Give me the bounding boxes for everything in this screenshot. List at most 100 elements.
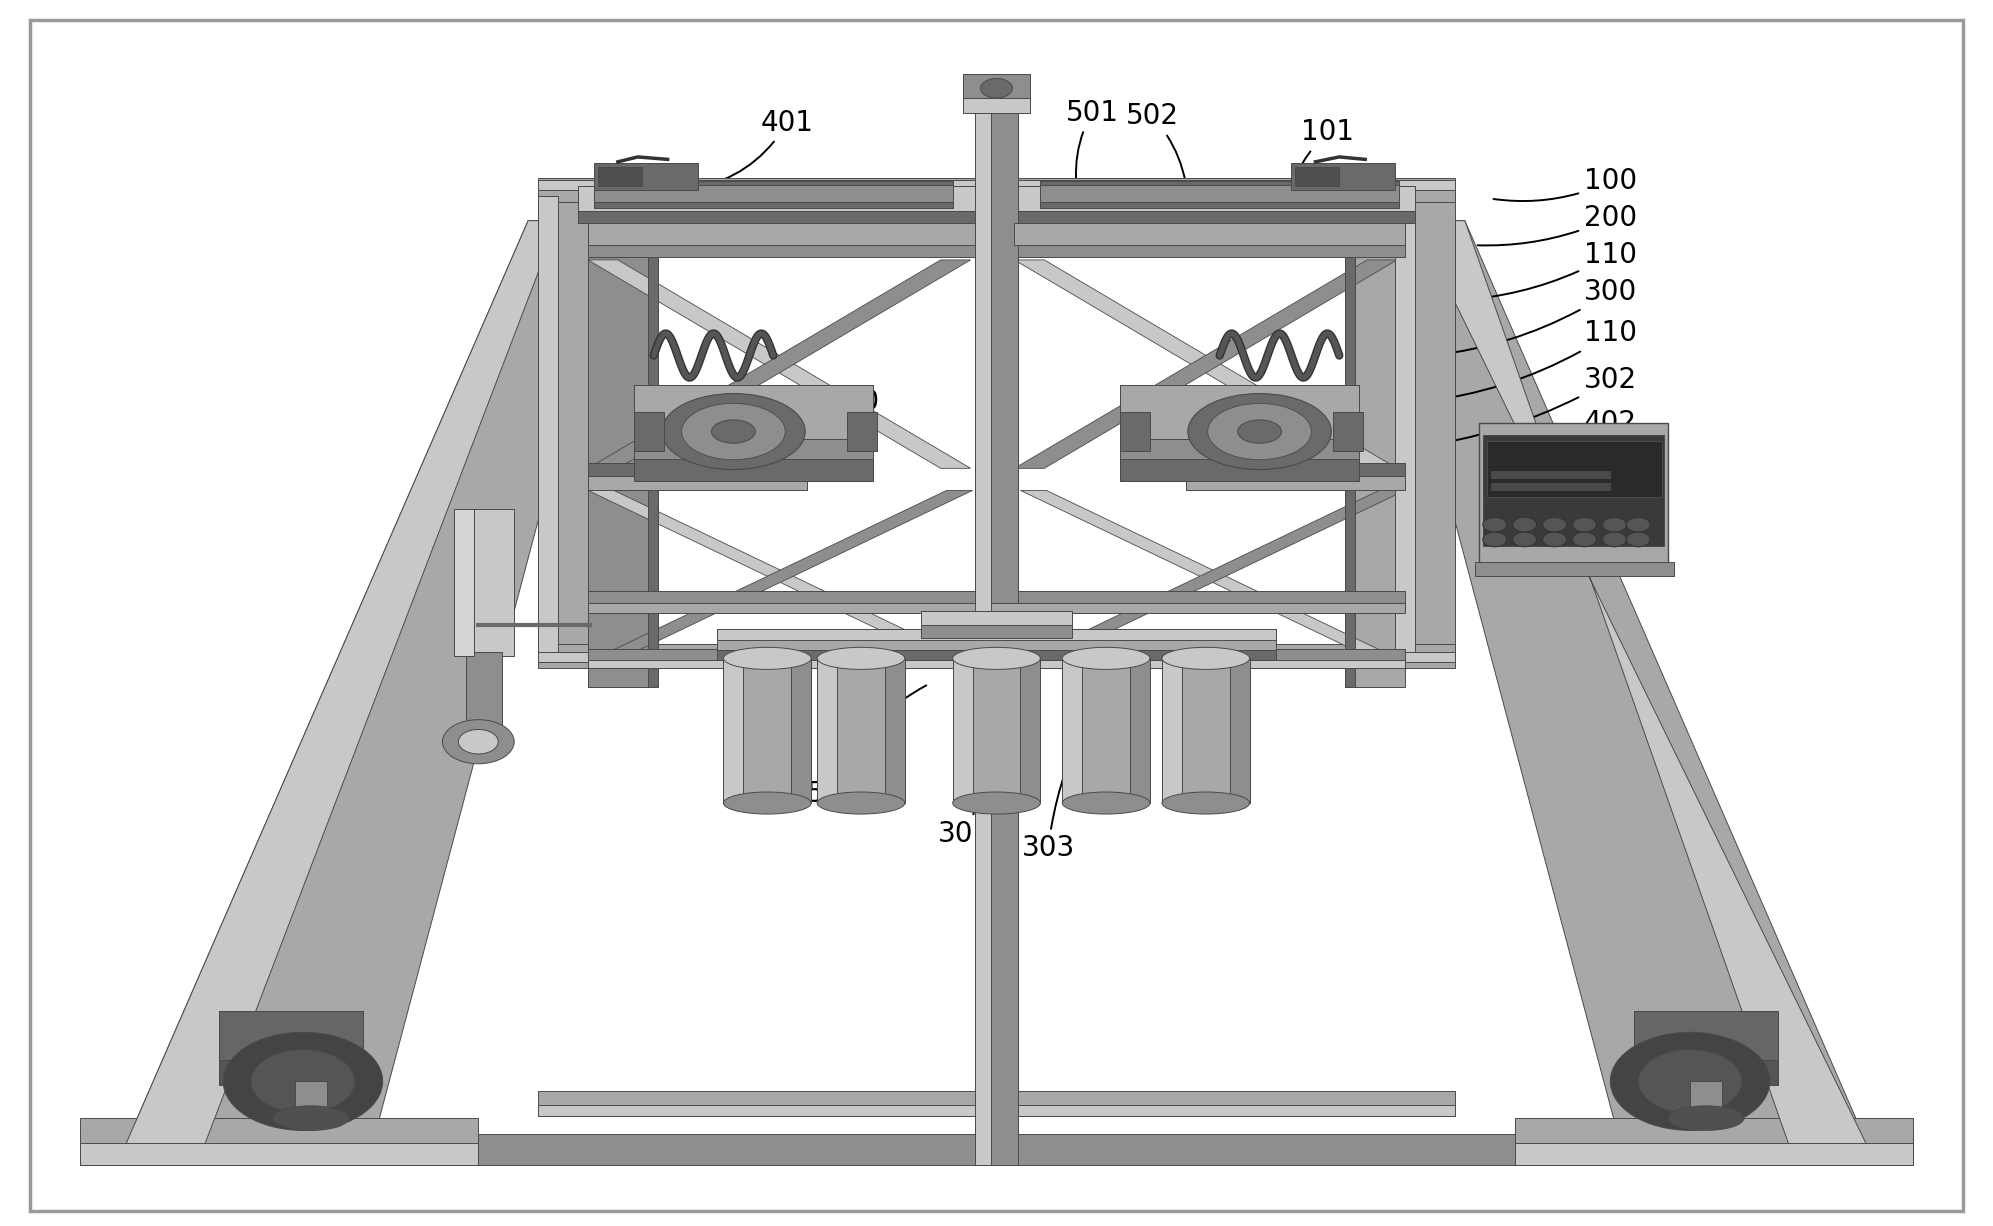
Bar xyxy=(588,223,979,257)
Polygon shape xyxy=(1020,490,1405,662)
Bar xyxy=(80,1118,478,1165)
Text: 302: 302 xyxy=(1417,367,1636,447)
Bar xyxy=(1515,1143,1913,1165)
Bar xyxy=(1475,562,1674,576)
Ellipse shape xyxy=(817,792,905,814)
Bar xyxy=(1120,385,1359,481)
Bar xyxy=(1120,459,1359,481)
Bar xyxy=(1186,476,1405,490)
Text: 500: 500 xyxy=(807,685,927,808)
Text: 101: 101 xyxy=(1293,119,1353,181)
Bar xyxy=(1515,1118,1913,1165)
Bar xyxy=(1040,181,1399,208)
Bar xyxy=(1186,463,1405,490)
Circle shape xyxy=(223,1032,383,1130)
Bar xyxy=(717,629,1276,660)
Text: 401: 401 xyxy=(684,109,813,190)
Polygon shape xyxy=(120,221,618,1159)
Bar xyxy=(1487,441,1662,497)
Bar xyxy=(588,202,648,687)
Circle shape xyxy=(1513,532,1537,547)
Bar xyxy=(1345,202,1405,687)
Text: 700: 700 xyxy=(827,389,905,440)
Polygon shape xyxy=(588,260,971,468)
Bar xyxy=(466,652,502,736)
Text: 110: 110 xyxy=(1421,320,1636,402)
Bar xyxy=(963,98,1030,113)
Ellipse shape xyxy=(817,647,905,669)
Circle shape xyxy=(458,729,498,754)
Bar xyxy=(594,163,698,190)
Bar xyxy=(791,658,811,803)
Bar xyxy=(295,1081,327,1116)
Ellipse shape xyxy=(1188,394,1331,470)
Bar xyxy=(1295,167,1339,186)
Bar xyxy=(953,658,973,803)
Ellipse shape xyxy=(712,419,755,444)
Bar xyxy=(538,1105,1455,1116)
Ellipse shape xyxy=(273,1106,349,1130)
Bar xyxy=(578,211,1415,223)
Bar xyxy=(538,178,1455,202)
Bar xyxy=(454,509,514,656)
Bar xyxy=(594,185,953,202)
Bar xyxy=(1130,658,1150,803)
Bar xyxy=(921,611,1072,638)
Polygon shape xyxy=(588,490,973,662)
Circle shape xyxy=(1513,517,1537,532)
Bar xyxy=(588,463,807,490)
Bar xyxy=(538,180,1455,190)
Bar xyxy=(80,1143,478,1165)
Bar xyxy=(598,167,642,186)
Circle shape xyxy=(1543,532,1566,547)
Bar xyxy=(1395,196,1415,662)
Text: 300: 300 xyxy=(1433,278,1636,356)
Bar xyxy=(1120,385,1359,439)
Bar xyxy=(1162,658,1182,803)
Ellipse shape xyxy=(723,792,811,814)
Text: 502: 502 xyxy=(1126,103,1186,181)
Bar xyxy=(588,649,1405,668)
Bar xyxy=(1291,163,1395,190)
Ellipse shape xyxy=(682,403,785,460)
Bar xyxy=(219,1011,363,1060)
Bar xyxy=(1230,658,1250,803)
Bar xyxy=(1491,471,1610,478)
Bar xyxy=(921,611,1072,625)
Ellipse shape xyxy=(1162,792,1250,814)
Polygon shape xyxy=(1020,490,1405,662)
Circle shape xyxy=(1543,517,1566,532)
Ellipse shape xyxy=(662,394,805,470)
Bar xyxy=(953,658,1040,803)
Bar xyxy=(817,658,905,803)
Polygon shape xyxy=(1345,202,1355,687)
Bar xyxy=(717,629,1276,640)
Circle shape xyxy=(1638,1049,1742,1113)
Bar xyxy=(1014,223,1405,257)
Circle shape xyxy=(981,78,1012,98)
Bar xyxy=(1014,223,1405,245)
Circle shape xyxy=(1483,517,1507,532)
Circle shape xyxy=(1626,517,1650,532)
Ellipse shape xyxy=(1062,792,1150,814)
Ellipse shape xyxy=(953,792,1040,814)
Circle shape xyxy=(442,720,514,764)
Bar xyxy=(1491,483,1610,490)
Bar xyxy=(538,196,558,662)
Circle shape xyxy=(1572,532,1596,547)
Bar xyxy=(1479,423,1668,570)
Bar xyxy=(723,658,811,803)
Ellipse shape xyxy=(1208,403,1311,460)
Bar xyxy=(1120,412,1150,451)
Bar xyxy=(847,412,877,451)
Bar xyxy=(1333,412,1363,451)
Circle shape xyxy=(1602,517,1626,532)
Bar xyxy=(588,660,1405,668)
Bar xyxy=(1162,658,1250,803)
Bar xyxy=(817,658,837,803)
Polygon shape xyxy=(588,490,973,662)
Ellipse shape xyxy=(1238,419,1281,444)
Bar xyxy=(1040,185,1399,202)
Bar xyxy=(1483,435,1664,546)
Bar xyxy=(594,181,953,208)
